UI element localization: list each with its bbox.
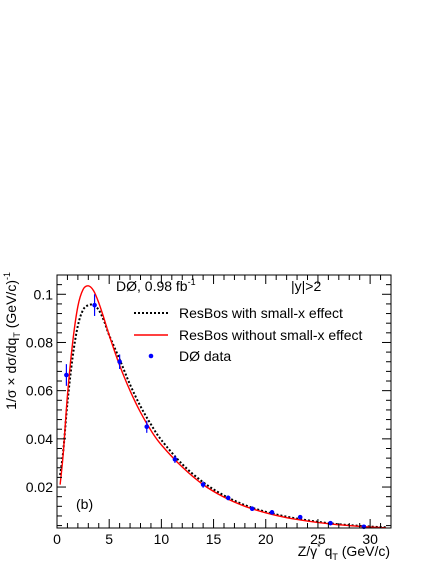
data-point: [269, 510, 275, 515]
x-tick-label: 15: [206, 531, 222, 547]
curves-layer: [59, 285, 386, 529]
data-point: [64, 372, 69, 378]
data-point: [200, 482, 206, 487]
legend-marker-data: [148, 353, 154, 359]
legend-label-data: DØ data: [179, 348, 231, 364]
x-axis-title: Z/γ* qT (GeV/c): [298, 542, 390, 562]
legend-label-without-small-x: ResBos without small-x effect: [179, 327, 362, 343]
x-tick-label: 10: [154, 531, 170, 547]
data-point: [172, 457, 178, 462]
x-tick-label: 5: [105, 531, 113, 547]
data-point: [144, 424, 150, 430]
curve-with-small-x: [59, 303, 386, 529]
data-point: [117, 359, 122, 365]
data-point: [328, 520, 333, 526]
data-point: [249, 506, 255, 512]
y-tick-label: 0.02: [26, 479, 53, 495]
x-tick-label: 20: [258, 531, 274, 547]
data-point: [92, 302, 97, 308]
data-point: [225, 495, 231, 501]
y-tick-label: 0.08: [26, 334, 53, 350]
y-tick-label: 0.06: [26, 383, 53, 399]
x-tick-label: 30: [362, 531, 378, 547]
curve-without-small-x: [59, 285, 386, 529]
legend-label-with-small-x: ResBos with small-x effect: [179, 305, 343, 321]
y-tick-label: 0.04: [26, 431, 53, 447]
axes-layer: 0 5 10 15 20 25 30 0.02 0.04 0.06 0.08 0.1: [26, 274, 392, 547]
data-point: [297, 514, 303, 520]
x-tick-label: 25: [310, 531, 326, 547]
legend: ResBos with small-x effect ResBos withou…: [134, 305, 362, 364]
panel-label: (b): [76, 496, 93, 512]
data-points-layer: [64, 294, 367, 530]
y-tick-label: 0.1: [34, 286, 54, 302]
experiment-label: DØ, 0.98 fb-1: [116, 277, 196, 294]
rapidity-cut-label: |y|>2: [291, 278, 321, 294]
y-axis-title: 1/σ × dσ/dqT (GeV/c)-1: [2, 272, 22, 410]
x-tick-label: 0: [53, 531, 61, 547]
